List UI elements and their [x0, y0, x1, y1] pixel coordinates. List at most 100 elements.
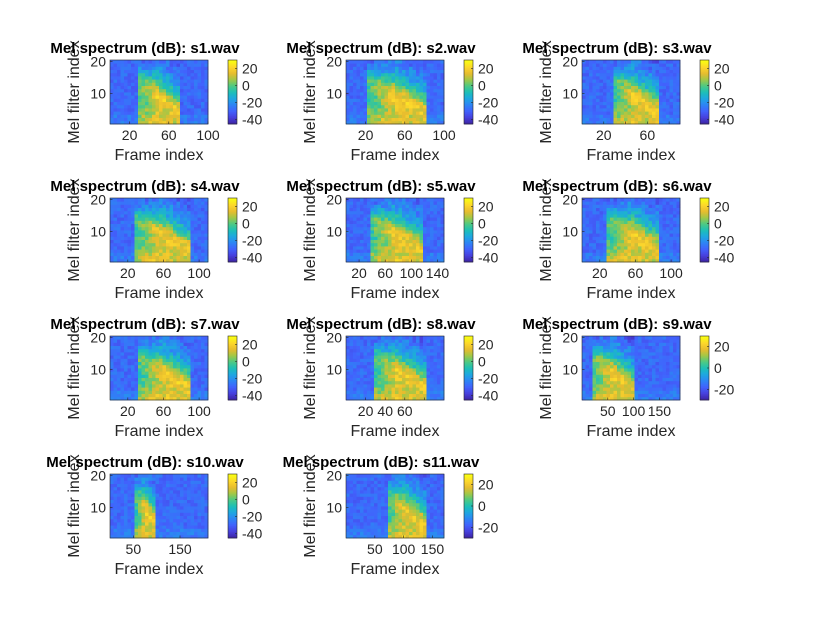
- colorbar-step: [464, 112, 473, 115]
- heatmap-cell: [169, 364, 174, 369]
- colorbar-step: [464, 106, 473, 109]
- colorbar-step: [700, 116, 709, 119]
- heatmap-cell: [166, 355, 170, 359]
- heatmap-cell: [127, 204, 132, 208]
- heatmap-cell: [349, 111, 354, 115]
- heatmap-cell: [613, 72, 618, 77]
- heatmap-cell: [384, 384, 389, 388]
- heatmap-cell: [176, 117, 181, 122]
- heatmap-cell: [134, 242, 139, 247]
- heatmap-cell: [173, 111, 177, 115]
- heatmap-cell: [145, 374, 149, 378]
- heatmap-cell: [412, 210, 417, 215]
- heatmap-cell: [627, 104, 632, 109]
- heatmap-cell: [419, 336, 424, 340]
- heatmap-cell: [148, 92, 153, 96]
- heatmap-cell: [353, 108, 357, 112]
- heatmap-cell: [356, 104, 361, 109]
- heatmap-cell: [201, 246, 205, 250]
- colorbar-step: [464, 212, 473, 215]
- heatmap-cell: [384, 117, 389, 122]
- heatmap-cell: [120, 364, 125, 369]
- heatmap-cell: [412, 380, 417, 385]
- heatmap-cell: [391, 345, 396, 350]
- heatmap-cell: [582, 207, 586, 212]
- heatmap-cell: [356, 230, 361, 234]
- heatmap-cell: [110, 88, 114, 93]
- heatmap-cell: [110, 226, 114, 231]
- heatmap-cell: [124, 396, 128, 401]
- heatmap-cell: [166, 348, 170, 353]
- heatmap-cell: [131, 217, 135, 221]
- heatmap-cell: [349, 220, 354, 224]
- colorbar-step: [228, 84, 237, 87]
- heatmap-cell: [367, 371, 371, 375]
- heatmap-cell: [367, 374, 371, 378]
- heatmap-cell: [197, 63, 202, 67]
- heatmap-cell: [113, 380, 118, 385]
- colorbar: 200-20-40: [699, 197, 734, 266]
- heatmap-cell: [606, 201, 611, 205]
- heatmap-cell: [363, 60, 368, 64]
- heatmap-cell: [134, 252, 139, 256]
- heatmap-cell: [426, 368, 431, 372]
- heatmap-cell: [409, 342, 413, 346]
- heatmap-cell: [423, 217, 427, 221]
- heatmap-cell: [641, 79, 646, 83]
- heatmap-cell: [402, 352, 406, 356]
- heatmap-cell: [437, 336, 441, 340]
- heatmap-cell: [599, 236, 604, 240]
- heatmap-cell: [356, 111, 361, 115]
- heatmap-cell: [437, 201, 441, 205]
- heatmap-cell: [391, 249, 396, 253]
- heatmap-cell: [381, 95, 385, 99]
- heatmap-cell: [388, 214, 392, 218]
- heatmap-cell: [353, 380, 357, 385]
- heatmap-cell: [423, 76, 427, 80]
- heatmap-cell: [659, 217, 663, 221]
- heatmap-cell: [377, 233, 382, 237]
- heatmap-cell: [409, 114, 413, 118]
- heatmap-cell: [204, 361, 209, 366]
- heatmap-cell: [412, 345, 417, 350]
- colorbar-step: [228, 352, 237, 355]
- heatmap-cell: [433, 76, 438, 80]
- heatmap-cell: [655, 92, 660, 96]
- heatmap-cell: [374, 230, 378, 234]
- heatmap-cell: [180, 230, 184, 234]
- heatmap-cell: [645, 258, 649, 263]
- y-tick-label: 10: [562, 224, 578, 240]
- heatmap-cell: [409, 345, 413, 350]
- heatmap-cell: [148, 377, 153, 382]
- heatmap-cell: [187, 120, 191, 125]
- heatmap-cell: [367, 82, 371, 86]
- heatmap-cell: [360, 336, 364, 340]
- heatmap-cell: [197, 236, 202, 240]
- heatmap-cell: [363, 368, 368, 372]
- heatmap-cell: [110, 249, 114, 253]
- heatmap-cell: [166, 336, 170, 340]
- heatmap-cell: [426, 396, 431, 401]
- heatmap-cell: [190, 233, 195, 237]
- heatmap-cell: [402, 220, 406, 224]
- heatmap-cell: [141, 339, 146, 343]
- heatmap-cell: [648, 104, 653, 109]
- heatmap-cell: [662, 66, 667, 70]
- heatmap-cell: [395, 72, 399, 77]
- heatmap-cell: [120, 358, 125, 362]
- x-tick-label: 100: [187, 403, 211, 419]
- heatmap-cell: [419, 368, 424, 372]
- heatmap-cell: [398, 111, 403, 115]
- heatmap-cell: [145, 72, 149, 77]
- heatmap-cell: [353, 201, 357, 205]
- heatmap-cell: [353, 230, 357, 234]
- heatmap-cell: [183, 204, 188, 208]
- heatmap-cell: [201, 85, 205, 90]
- colorbar-step: [464, 388, 473, 391]
- heatmap-cell: [134, 111, 139, 115]
- heatmap-cell: [610, 76, 614, 80]
- heatmap-cell: [145, 82, 149, 86]
- heatmap-cell: [381, 258, 385, 263]
- heatmap-cell: [173, 390, 177, 394]
